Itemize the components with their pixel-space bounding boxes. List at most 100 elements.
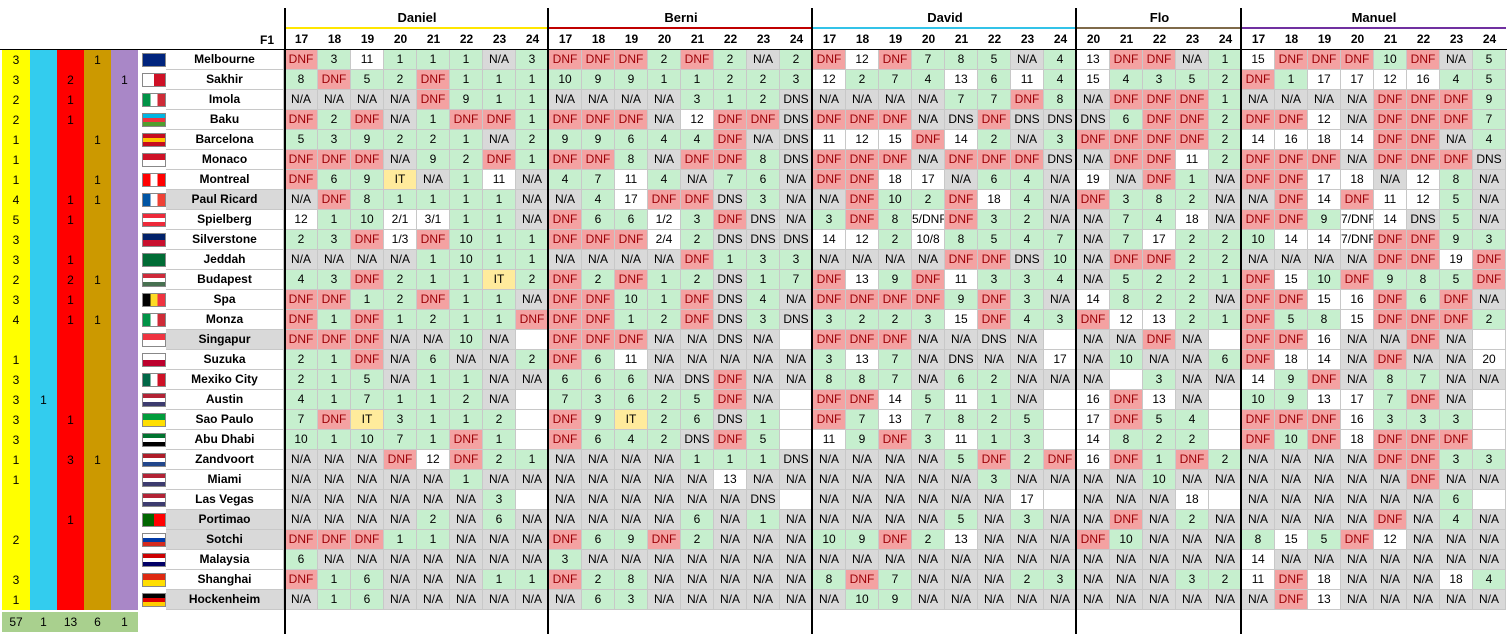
result-cell: N/A	[1440, 330, 1473, 350]
result-cell: 14	[813, 230, 846, 250]
result-cell: 17	[1044, 350, 1077, 370]
result-cell: DNF	[1341, 270, 1374, 290]
result-cell: DNF	[516, 310, 549, 330]
result-cell: DNS	[780, 150, 813, 170]
result-cell: DNF	[846, 170, 879, 190]
result-cell: 3	[813, 210, 846, 230]
result-cell: 14	[1308, 350, 1341, 370]
result-cell: 15	[1308, 290, 1341, 310]
result-cell: 4	[1044, 50, 1077, 70]
year-label: 23	[1020, 32, 1035, 46]
result-cell: DNF	[1374, 310, 1407, 330]
result-cell: DNS	[714, 190, 747, 210]
result-cell: DNF	[549, 290, 582, 310]
result-cell: 12	[846, 50, 879, 70]
result-cell: 8	[813, 570, 846, 590]
usa-flag-icon	[142, 473, 166, 487]
result-cell: N/A	[1044, 370, 1077, 390]
result-cell: 1	[483, 230, 516, 250]
result-cell: N/A	[912, 90, 945, 110]
belgium-flag-icon	[142, 293, 166, 307]
result-cell: DNF	[1440, 430, 1473, 450]
result-cell: DNF	[615, 270, 648, 290]
result-cell: 8	[285, 70, 318, 90]
result-cell: N/A	[945, 590, 978, 610]
result-cell: N/A	[1077, 470, 1110, 490]
result-cell: 10	[846, 590, 879, 610]
result-cell: 2/1	[384, 210, 417, 230]
result-cell: N/A	[318, 90, 351, 110]
track-win-count: 1	[121, 73, 128, 87]
year-label: 22	[987, 32, 1002, 46]
result-cell: 2	[516, 350, 549, 370]
result-cell: N/A	[1176, 550, 1209, 570]
driver-underline	[285, 27, 549, 29]
result-cell: DNF	[1242, 170, 1275, 190]
result-cell: DNF	[681, 250, 714, 270]
result-cell: 16	[1341, 410, 1374, 430]
result-cell: N/A	[1308, 450, 1341, 470]
result-cell: 1	[516, 150, 549, 170]
result-cell: 14	[879, 390, 912, 410]
result-cell: 5	[1176, 70, 1209, 90]
result-cell: N/A	[1110, 170, 1143, 190]
result-cell: 7	[912, 410, 945, 430]
result-cell: N/A	[1473, 550, 1506, 570]
result-cell: 6	[417, 350, 450, 370]
result-cell	[1473, 410, 1506, 430]
result-cell: N/A	[450, 550, 483, 570]
result-cell: 1	[1176, 170, 1209, 190]
result-cell: DNF	[714, 210, 747, 230]
result-cell: N/A	[780, 170, 813, 190]
result-cell: DNF	[1407, 310, 1440, 330]
result-cell: N/A	[1473, 470, 1506, 490]
result-cell: 2	[648, 430, 681, 450]
result-cell: DNF	[1143, 170, 1176, 190]
result-cell: N/A	[1341, 590, 1374, 610]
result-cell: 3	[549, 550, 582, 570]
result-cell: N/A	[1110, 590, 1143, 610]
result-cell: N/A	[384, 110, 417, 130]
result-cell: 11	[945, 430, 978, 450]
track-win-count: 2	[12, 273, 20, 287]
result-cell: 3	[978, 210, 1011, 230]
result-cell: 3	[1011, 430, 1044, 450]
italy-flag-icon	[142, 313, 166, 327]
result-cell: 9	[549, 130, 582, 150]
result-cell: N/A	[1044, 510, 1077, 530]
result-cell: N/A	[1275, 250, 1308, 270]
left-column	[111, 50, 138, 610]
result-cell	[516, 410, 549, 430]
result-cell: 2	[516, 270, 549, 290]
result-cell: N/A	[879, 250, 912, 270]
result-cell: N/A	[912, 350, 945, 370]
result-cell: 5	[681, 390, 714, 410]
result-cell: 2	[516, 130, 549, 150]
result-cell: N/A	[1044, 590, 1077, 610]
result-cell: 11	[813, 430, 846, 450]
result-cell: N/A	[1110, 570, 1143, 590]
result-cell: 14	[1242, 130, 1275, 150]
result-cell: 6	[978, 70, 1011, 90]
result-cell: 9	[615, 70, 648, 90]
result-cell: N/A	[1341, 450, 1374, 470]
result-cell: N/A	[1143, 350, 1176, 370]
track-name: Montreal	[166, 170, 284, 190]
track-name: Budapest	[166, 270, 284, 290]
result-cell: DNF	[1374, 350, 1407, 370]
result-cell: DNS	[681, 370, 714, 390]
result-cell: N/A	[945, 570, 978, 590]
result-cell: 1	[714, 450, 747, 470]
driver-name: Daniel	[397, 10, 437, 25]
result-cell: DNF	[813, 110, 846, 130]
result-cell: N/A	[813, 190, 846, 210]
track-win-count: 3	[12, 53, 20, 67]
result-cell: N/A	[417, 570, 450, 590]
result-cell: 5	[1308, 530, 1341, 550]
result-cell: DNF	[1275, 150, 1308, 170]
result-cell: 1	[318, 210, 351, 230]
result-cell: DNF	[681, 150, 714, 170]
result-cell: DNF	[351, 270, 384, 290]
result-cell: DNF	[813, 330, 846, 350]
result-cell: DNF	[318, 410, 351, 430]
